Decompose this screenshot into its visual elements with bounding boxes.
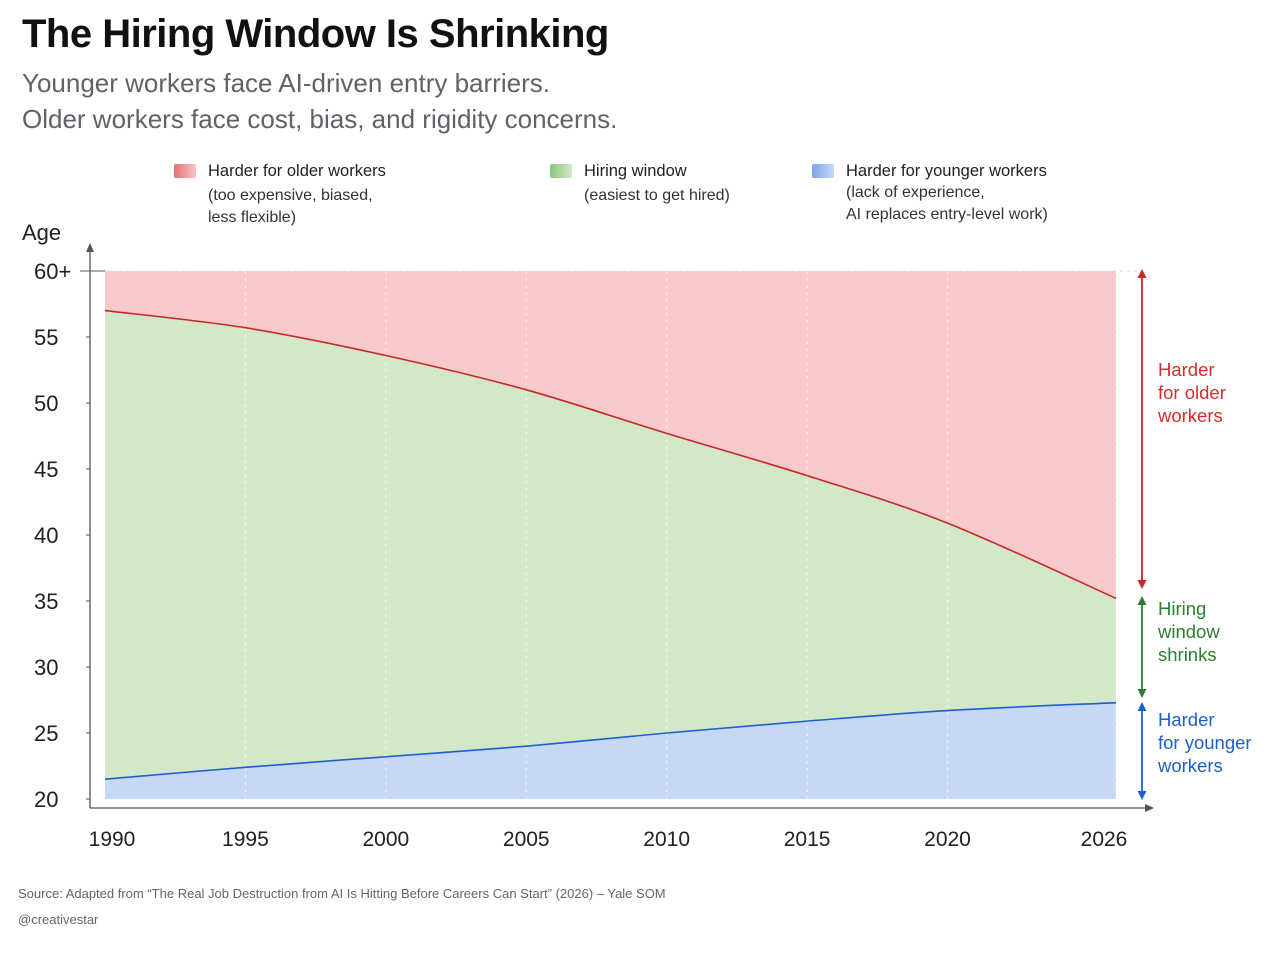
legend-window-detail-1: (easiest to get hired): [584, 187, 730, 204]
right-label-older: Harder for older workers: [1158, 359, 1226, 426]
legend-swatch-window: [550, 164, 572, 178]
arrow-older-head-bottom: [1137, 580, 1147, 589]
legend-older-detail-2: less flexible): [208, 209, 297, 226]
source-note: Source: Adapted from “The Real Job Destr…: [18, 886, 666, 901]
legend-younger-detail-2: AI replaces entry-level work): [846, 206, 1048, 223]
legend-younger-detail-1: (lack of experience,: [846, 184, 985, 201]
y-tick-label: 35: [34, 589, 58, 614]
x-tick-label: 2005: [503, 828, 550, 851]
arrow-window-head-top: [1137, 596, 1147, 605]
legend-younger-name: Harder for younger workers: [846, 162, 1047, 180]
x-tick-label: 2015: [784, 828, 831, 851]
area-younger: [105, 702, 1116, 799]
legend-older-name: Harder for older workers: [208, 162, 386, 180]
legend-window-name: Hiring window: [584, 162, 687, 180]
arrow-older-head-top: [1137, 269, 1147, 278]
y-axis-arrow: [86, 243, 94, 252]
y-axis-label: Age: [22, 220, 62, 245]
chart-title: The Hiring Window Is Shrinking: [22, 12, 609, 56]
arrow-window-head-bottom: [1137, 689, 1147, 698]
legend-swatch-older: [174, 164, 196, 178]
y-tick-label: 40: [34, 523, 58, 548]
y-tick-label: 20: [34, 787, 58, 812]
area-window: [105, 310, 1116, 780]
x-tick-label: 2020: [924, 828, 971, 851]
y-tick-label: 45: [34, 457, 58, 482]
x-tick-label: 1990: [89, 828, 136, 851]
x-tick-label: 2026: [1081, 828, 1128, 851]
y-tick-label: 55: [34, 325, 58, 350]
y-tick-label: 25: [34, 721, 58, 746]
right-label-window: Hiring window shrinks: [1158, 598, 1220, 665]
arrow-younger-head-top: [1137, 702, 1147, 711]
legend-swatch-younger: [812, 164, 834, 178]
right-label-younger: Harder for younger workers: [1158, 709, 1252, 776]
subtitle-line-2: Older workers face cost, bias, and rigid…: [22, 104, 618, 134]
legend-younger: Harder for younger workers (lack of expe…: [812, 160, 1048, 226]
legend-older-detail-1: (too expensive, biased,: [208, 187, 373, 204]
area-older: [105, 271, 1116, 599]
x-axis-arrow: [1145, 804, 1154, 812]
x-tick-label: 2000: [362, 828, 409, 851]
x-tick-label: 2010: [643, 828, 690, 851]
legend-older: Harder for older workers (too expensive,…: [174, 160, 386, 229]
subtitle-line-1: Younger workers face AI-driven entry bar…: [22, 68, 550, 98]
legend-window: Hiring window (easiest to get hired): [550, 160, 730, 207]
y-tick-label: 60+: [34, 259, 71, 284]
line-hiring-window-upper: [104, 309, 1117, 600]
line-younger-boundary: [104, 701, 1117, 780]
y-tick-label: 50: [34, 391, 58, 416]
arrow-younger-head-bottom: [1137, 791, 1147, 800]
y-tick-label: 30: [34, 655, 58, 680]
x-tick-label: 1995: [222, 828, 269, 851]
credit: @creativestar: [18, 912, 99, 927]
